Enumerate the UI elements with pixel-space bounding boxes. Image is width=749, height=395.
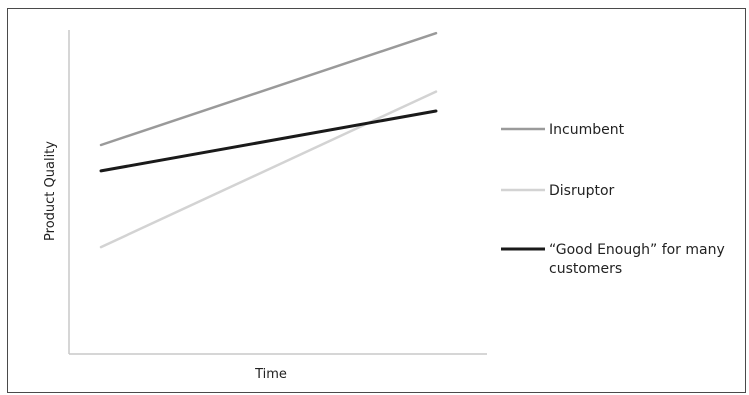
series-layer: [99, 31, 438, 249]
legend: Incumbent Disruptor “Good Enough” for many…: [501, 122, 725, 277]
y-axis-label: Product Quality: [43, 141, 58, 241]
chart-border: [7, 8, 746, 393]
legend-label-2: Disruptor: [549, 183, 615, 199]
x-axis-label: Time: [254, 367, 287, 382]
chart-frame: Time Product Quality Incumbent Disruptor “…: [7, 8, 746, 393]
line-chart: Time Product Quality Incumbent Disruptor “…: [7, 8, 746, 393]
legend-label-1: Incumbent: [549, 122, 625, 138]
series-line-2: [99, 90, 438, 249]
series-line-1: [99, 31, 438, 147]
legend-label-3: “Good Enough” for many customers: [549, 242, 725, 277]
series-line-3: [99, 109, 438, 173]
